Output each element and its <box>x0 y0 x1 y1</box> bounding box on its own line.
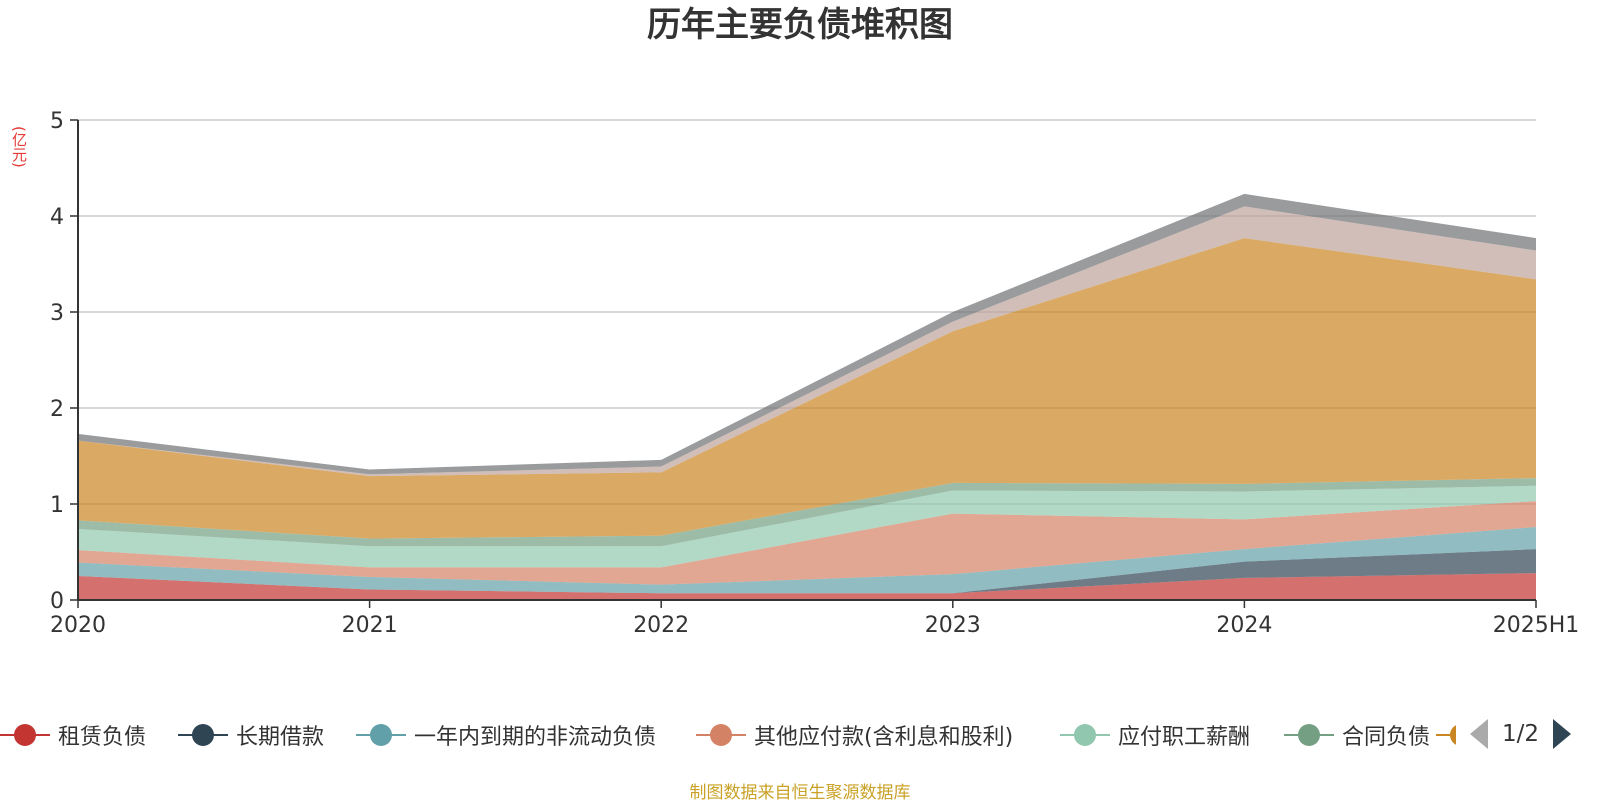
area-series-8 <box>78 206 1536 477</box>
y-tick-label: 4 <box>50 205 64 230</box>
area-series-4 <box>78 501 1536 585</box>
area-series-9 <box>78 193 1536 475</box>
legend-label: 租赁负债 <box>58 725 147 750</box>
x-tick-label: 2025H1 <box>1493 613 1580 638</box>
legend-label: 合同负债 <box>1342 725 1431 750</box>
legend-prev-page-icon[interactable] <box>1470 719 1488 749</box>
x-tick-label: 2020 <box>50 613 106 638</box>
area-series-5 <box>78 485 1536 568</box>
legend-marker-icon <box>1436 714 1456 756</box>
legend-marker-icon <box>178 714 228 756</box>
area-series-7 <box>78 238 1536 539</box>
legend-next-page-icon[interactable] <box>1553 719 1572 749</box>
legend-marker-icon <box>356 714 406 756</box>
legend-item[interactable]: 合同负债 <box>1284 714 1430 756</box>
legend-item[interactable]: 租赁负债 <box>0 714 146 756</box>
x-tick-label: 2024 <box>1216 613 1272 638</box>
y-axis-unit-label: (亿元) <box>10 126 28 168</box>
y-tick-label: 1 <box>50 493 64 518</box>
legend-item[interactable]: 应付职工薪酬 <box>1060 714 1250 756</box>
x-tick-label: 2023 <box>925 613 981 638</box>
legend-marker-icon <box>0 714 50 756</box>
area-series-2 <box>78 549 1536 594</box>
area-series-6 <box>78 478 1536 547</box>
legend-label: 应付职工薪酬 <box>1118 725 1251 750</box>
legend-page-indicator: 1/2 <box>1502 721 1540 747</box>
y-tick-label: 3 <box>50 301 64 326</box>
legend-marker-icon <box>1060 714 1110 756</box>
y-tick-label: 5 <box>50 109 64 134</box>
x-tick-label: 2021 <box>342 613 398 638</box>
area-series-1 <box>78 573 1536 600</box>
legend-marker-icon <box>1284 714 1334 756</box>
legend-item[interactable]: 一年内到期的非流动负债 <box>356 714 656 756</box>
legend-item[interactable]: 其他应付款(含利息和股利) <box>696 714 1013 756</box>
legend-marker-icon <box>696 714 746 756</box>
source-note: 制图数据来自恒生聚源数据库 <box>689 783 911 803</box>
legend-label: 其他应付款(含利息和股利) <box>754 725 1014 750</box>
legend-item[interactable]: 长期借款 <box>178 714 324 756</box>
area-series-3 <box>78 527 1536 594</box>
legend: 租赁负债 长期借款 一年内到期的非流动负债 其他应付款(含利息和股利) 应付职工薪酬 合同… <box>0 714 1600 756</box>
x-tick-label: 2022 <box>633 613 689 638</box>
y-tick-label: 2 <box>50 397 64 422</box>
legend-label: 长期借款 <box>236 725 325 750</box>
legend-label: 一年内到期的非流动负债 <box>414 725 657 750</box>
y-tick-label: 0 <box>50 589 64 614</box>
legend-pager: 1/2 <box>1470 712 1572 756</box>
chart-title: 历年主要负债堆积图 <box>647 5 953 45</box>
